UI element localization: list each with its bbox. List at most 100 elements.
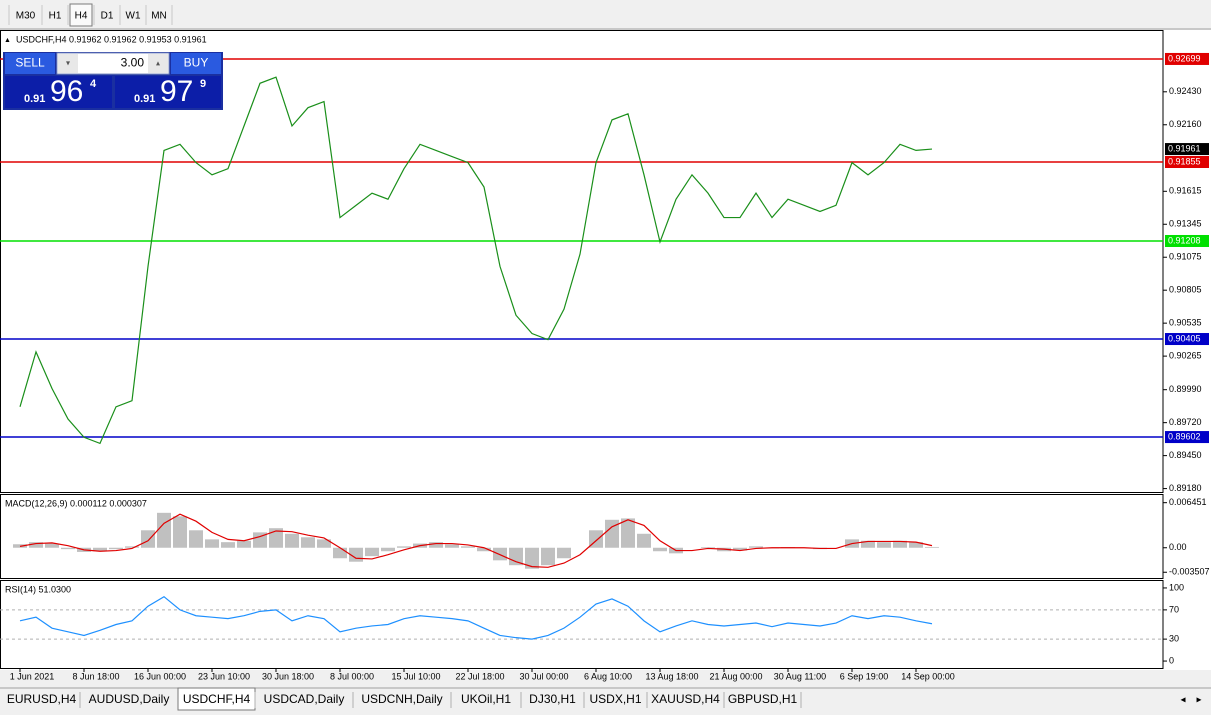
tab[interactable]: EURUSD,H4 — [7, 692, 77, 706]
histogram-bar — [269, 528, 283, 548]
tab-scroll-right[interactable]: ▸ — [1196, 695, 1201, 706]
buy-button[interactable] — [171, 53, 221, 74]
histogram-bar — [445, 544, 459, 548]
histogram-bar — [637, 533, 651, 548]
histogram-bar — [925, 546, 939, 548]
y-tick-label: 0.90265 — [1169, 350, 1202, 360]
x-tick-label: 21 Aug 00:00 — [709, 671, 762, 681]
x-tick-label: 30 Jul 00:00 — [519, 671, 568, 681]
histogram-bar — [205, 539, 219, 548]
chart-title: USDCHF,H4 0.91962 0.91962 0.91953 0.9196… — [16, 34, 207, 44]
current-price-label: 0.91961 — [1168, 143, 1201, 153]
bid-prefix[interactable]: 0.91 — [24, 93, 45, 105]
bid-box[interactable] — [5, 76, 112, 108]
histogram-bar — [141, 530, 155, 548]
histogram-bar — [733, 547, 747, 551]
histogram-bar — [381, 547, 395, 552]
timeframe-button[interactable]: M30 — [16, 11, 36, 22]
ask-prefix[interactable]: 0.91 — [134, 93, 155, 105]
volume-down-arrow[interactable]: ▾ — [66, 59, 70, 68]
histogram-bar — [557, 547, 571, 559]
x-tick-label: 6 Aug 10:00 — [584, 671, 632, 681]
axis-background — [1163, 30, 1211, 670]
histogram-bar — [477, 547, 491, 552]
timeframe-button[interactable]: S — [0, 11, 1, 22]
histogram-bar — [333, 547, 347, 559]
timeframe-button[interactable]: MN — [151, 11, 167, 22]
level-label-bg — [1165, 234, 1209, 247]
x-tick-label: 30 Aug 11:00 — [774, 671, 826, 681]
histogram-bar — [61, 547, 75, 550]
bid-small[interactable]: 4 — [90, 78, 97, 90]
timeframe-button[interactable]: H1 — [49, 11, 62, 22]
histogram-bar — [909, 542, 923, 548]
histogram-bar — [653, 547, 667, 552]
histogram-bar — [493, 547, 507, 561]
timeframe-button[interactable]: W1 — [126, 11, 141, 22]
histogram-bar — [621, 518, 635, 548]
y-tick-label: 0.90805 — [1169, 285, 1202, 295]
tab[interactable]: DJ30,H1 — [529, 692, 576, 706]
chart-background — [0, 30, 1163, 670]
y-tick-label: 0.91615 — [1169, 186, 1202, 196]
x-tick-label: 13 Aug 18:00 — [645, 671, 698, 681]
sell-button[interactable] — [5, 53, 55, 74]
pane-title: MACD(12,26,9) 0.000112 0.000307 — [5, 498, 147, 508]
ask-box[interactable] — [115, 76, 221, 108]
buy-label[interactable]: BUY — [184, 56, 209, 70]
tab-scroll-left[interactable]: ◂ — [1180, 695, 1185, 706]
ask-big[interactable]: 97 — [160, 75, 193, 108]
level-label: 0.91855 — [1168, 156, 1201, 166]
volume-box[interactable] — [56, 52, 170, 75]
trade-panel: SELL ▾ ▴ 3.00 BUY 0.91 96 4 0.91 97 9 — [3, 52, 223, 110]
histogram-bar — [125, 546, 139, 548]
y-tick-label: 100 — [1169, 582, 1184, 592]
x-tick-label: 16 Jun 00:00 — [134, 671, 186, 681]
volume-value[interactable]: 3.00 — [121, 56, 145, 70]
price-pane-border — [0, 30, 1164, 493]
tab[interactable]: GBPUSD,H1 — [728, 692, 798, 706]
x-tick-label: 8 Jun 18:00 — [72, 671, 119, 681]
histogram-bar — [173, 516, 187, 548]
sell-label[interactable]: SELL — [15, 56, 45, 70]
histogram-bar — [93, 547, 107, 552]
tab[interactable]: XAUUSD,H4 — [651, 692, 720, 706]
tab[interactable]: USDCHF,H4 — [183, 692, 251, 706]
y-tick-label: 0.89450 — [1169, 450, 1202, 460]
histogram-bar — [157, 512, 171, 548]
histogram-bar — [397, 546, 411, 548]
histogram-bar — [317, 539, 331, 548]
tab[interactable]: AUDUSD,Daily — [89, 692, 170, 706]
bid-big[interactable]: 96 — [50, 75, 83, 108]
histogram-bar — [109, 547, 123, 550]
tab[interactable]: USDX,H1 — [589, 692, 641, 706]
x-tick-label: 8 Jul 00:00 — [330, 671, 374, 681]
volume-up[interactable] — [148, 54, 168, 73]
y-tick-label: 0.91345 — [1169, 219, 1202, 229]
histogram-bar — [365, 547, 379, 557]
histogram-bar — [861, 540, 875, 548]
y-tick-label: 0.00 — [1169, 542, 1187, 552]
ask-small[interactable]: 9 — [200, 78, 206, 90]
tab[interactable]: UKOil,H1 — [461, 692, 511, 706]
histogram-bar — [29, 542, 43, 548]
histogram-bar — [253, 532, 267, 548]
x-tick-label: 6 Sep 19:00 — [840, 671, 889, 681]
volume-down[interactable] — [58, 54, 78, 73]
collapse-arrow: ▲ — [4, 37, 11, 44]
x-tick-label: 1 Jun 2021 — [10, 671, 55, 681]
tab[interactable]: USDCNH,Daily — [361, 692, 442, 706]
volume-up-arrow[interactable]: ▴ — [156, 59, 160, 68]
timeframe-button[interactable]: D1 — [101, 11, 114, 22]
histogram-bar — [541, 547, 555, 566]
histogram-bar — [893, 540, 907, 548]
y-tick-label: 30 — [1169, 633, 1179, 643]
histogram-bar — [877, 542, 891, 548]
tab[interactable]: USDCAD,Daily — [264, 692, 345, 706]
level-label-bg — [1165, 155, 1209, 168]
signal-line — [19, 513, 933, 568]
timeframe-button[interactable]: H4 — [75, 11, 88, 22]
y-tick-label: 0.89180 — [1169, 483, 1202, 493]
